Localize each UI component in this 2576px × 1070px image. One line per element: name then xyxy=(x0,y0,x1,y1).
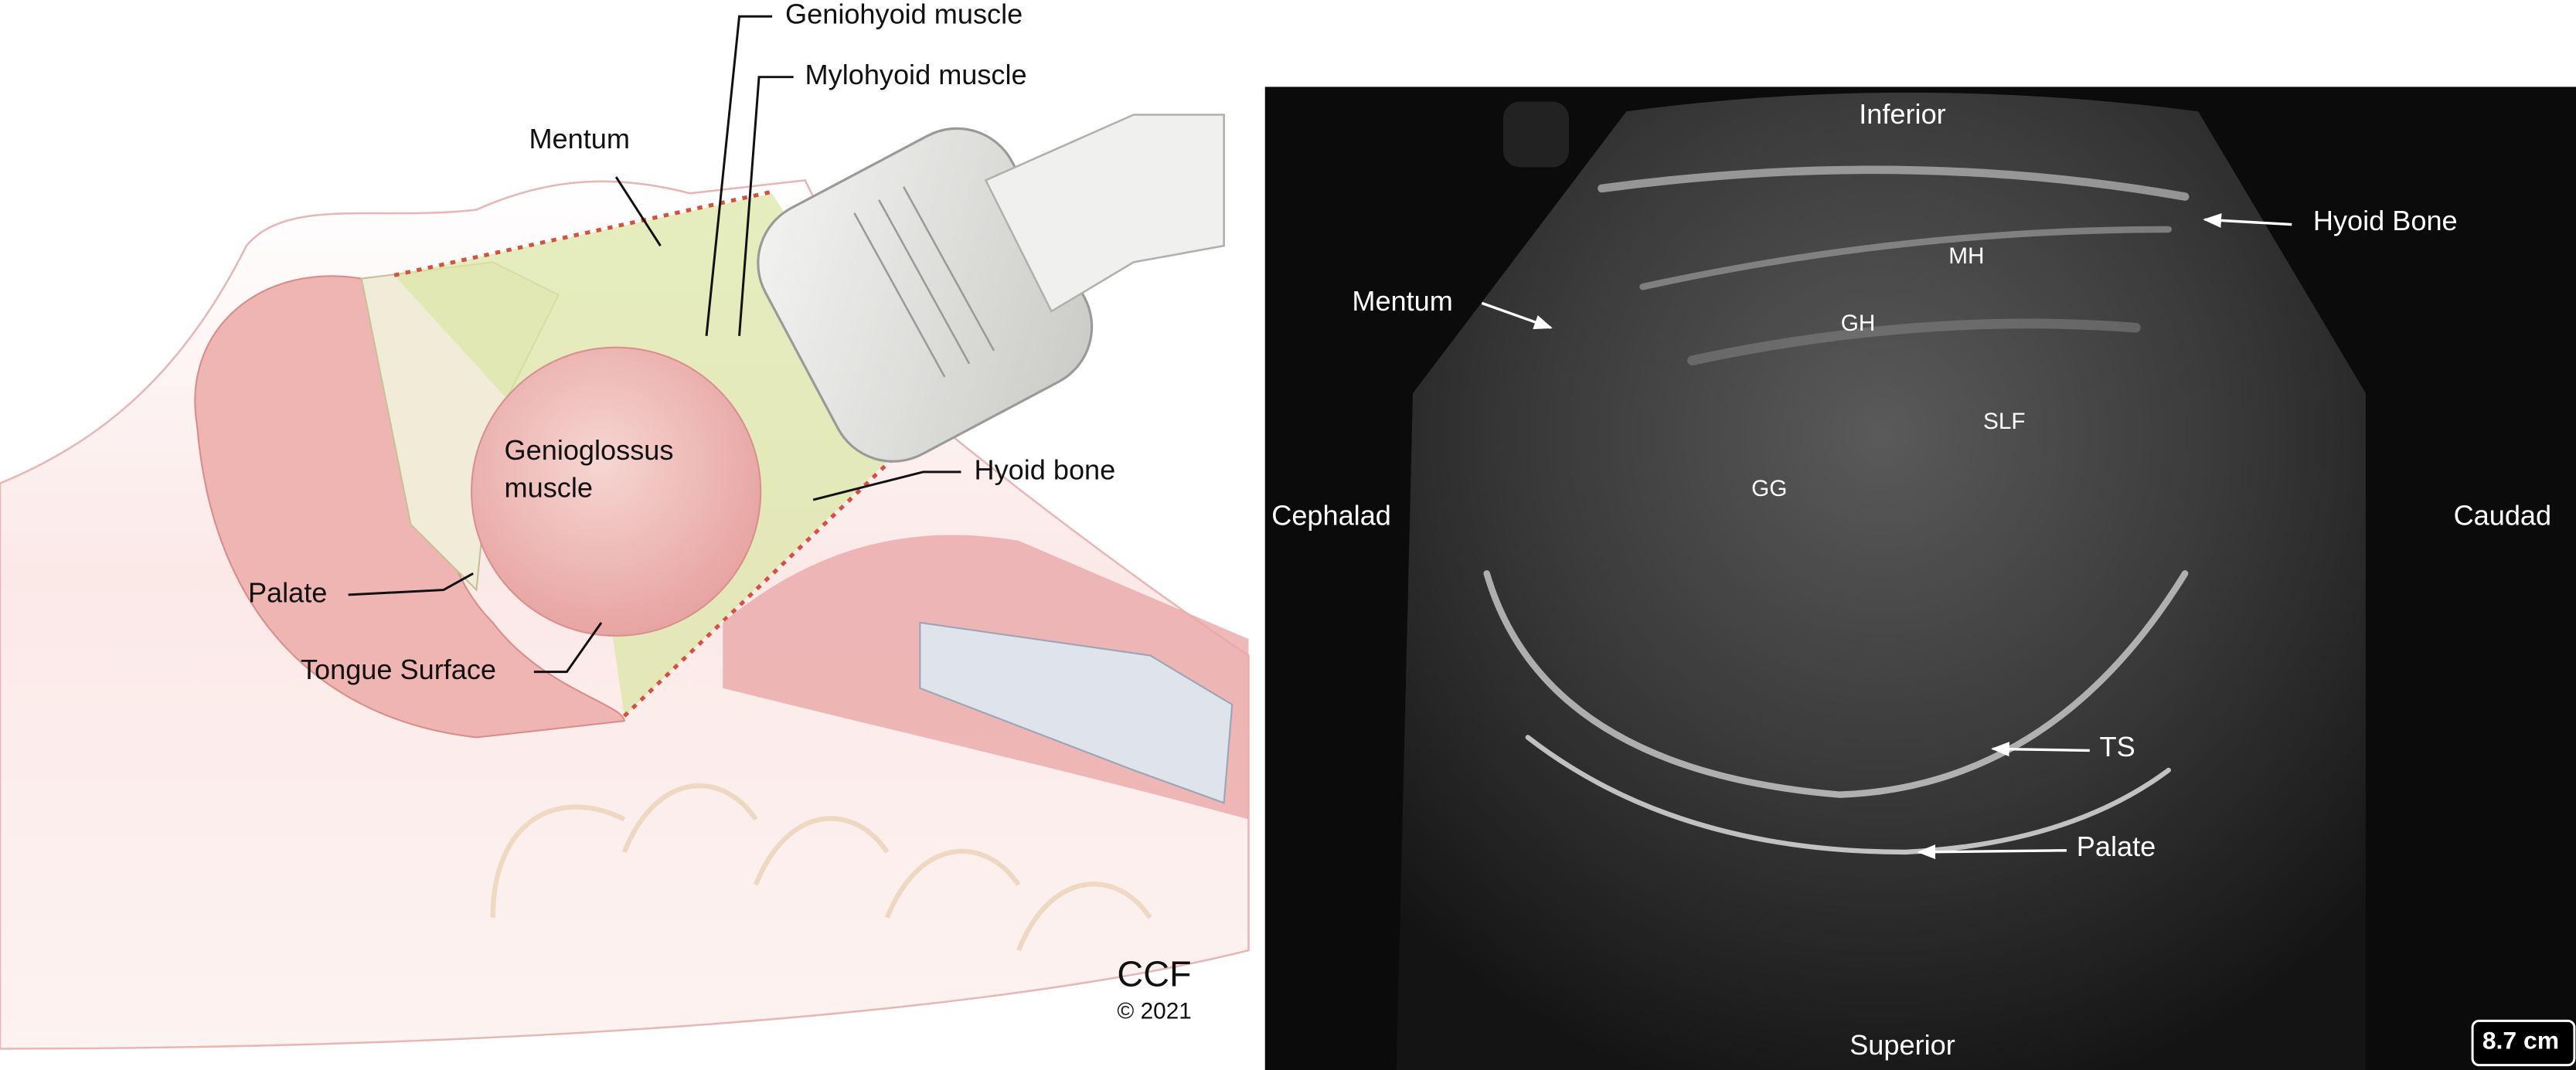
leader-line xyxy=(614,176,662,246)
leader-line xyxy=(812,470,961,501)
marker xyxy=(1502,101,1569,168)
label: Mentum xyxy=(529,123,629,155)
label: Mentum xyxy=(1352,285,1452,317)
scan-edge xyxy=(622,427,925,718)
arrow xyxy=(1917,844,2067,860)
leader-line xyxy=(348,572,474,596)
spine xyxy=(490,783,1152,952)
label: Geniohyoid muscle xyxy=(785,0,1023,30)
tongue xyxy=(470,346,762,637)
orientation-label: Inferior xyxy=(1859,98,1945,130)
depth-label: 8.7 cm xyxy=(2482,1026,2559,1054)
leader-line xyxy=(705,15,773,336)
label: GG xyxy=(1751,476,1787,501)
arrow xyxy=(1991,742,2090,757)
credit-year: © 2021 xyxy=(1117,999,1191,1024)
label: Genioglossus xyxy=(505,434,674,466)
label: Palate xyxy=(2077,831,2156,862)
label: Hyoid bone xyxy=(975,453,1116,485)
label: Palate xyxy=(248,576,327,608)
label: Hyoid Bone xyxy=(2313,205,2458,236)
arrow xyxy=(1481,301,1553,329)
scan-fan xyxy=(1396,92,2366,1070)
orientation-label: Cephalad xyxy=(1271,500,1391,532)
label: SLF xyxy=(1983,409,2026,434)
anatomy-illustration: Geniohyoid muscle Mylohyoid muscle Mentu… xyxy=(0,0,1257,1070)
depth-box xyxy=(2471,1019,2576,1067)
ultrasound-probe xyxy=(757,114,1225,463)
scan-edge xyxy=(393,189,773,277)
echo-lines xyxy=(1483,165,2190,855)
label: muscle xyxy=(505,472,593,504)
label: Tongue Surface xyxy=(301,654,496,685)
label: Mylohyoid muscle xyxy=(805,59,1027,90)
label: GH xyxy=(1841,311,1876,336)
label: MH xyxy=(1948,243,1984,269)
label: TS xyxy=(2100,731,2135,763)
credit: CCF xyxy=(1117,953,1191,994)
arrow xyxy=(2203,212,2292,228)
orientation-label: Superior xyxy=(1849,1029,1955,1061)
trachea xyxy=(919,621,1234,804)
orientation-label: Caudad xyxy=(2454,500,2552,532)
leader-line xyxy=(738,76,794,336)
leader-line xyxy=(533,622,603,674)
ultrasound-image: Inferior Superior Cephalad Caudad Mentum… xyxy=(1264,87,2576,1070)
